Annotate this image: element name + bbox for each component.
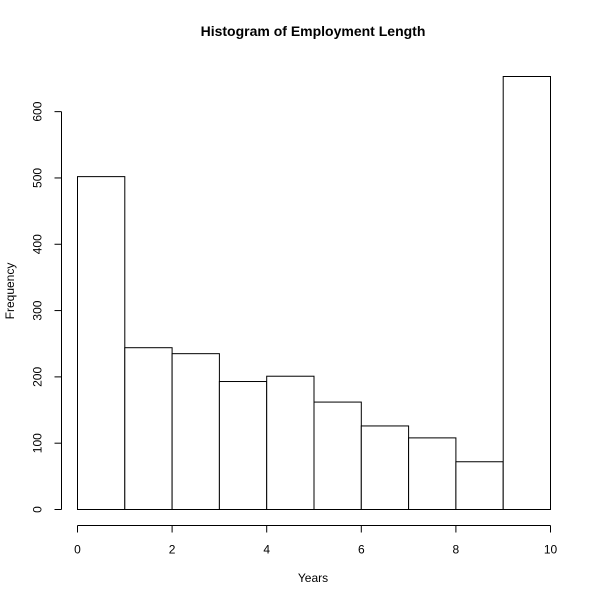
y-axis-label: Frequency bbox=[3, 263, 17, 320]
x-tick-label: 4 bbox=[263, 543, 270, 557]
histogram-bar bbox=[77, 176, 126, 510]
x-tick-label: 10 bbox=[544, 543, 558, 557]
x-tick-label: 2 bbox=[169, 543, 176, 557]
histogram-bar bbox=[218, 381, 268, 511]
y-tick-label: 600 bbox=[31, 101, 45, 121]
chart-title: Histogram of Employment Length bbox=[201, 23, 426, 39]
y-tick-label: 0 bbox=[31, 506, 45, 513]
histogram-bars bbox=[77, 76, 552, 511]
x-tick-label: 0 bbox=[74, 543, 81, 557]
histogram-bar bbox=[360, 425, 410, 510]
y-tick-label: 300 bbox=[31, 300, 45, 320]
y-tick-label: 500 bbox=[31, 168, 45, 188]
histogram-bar bbox=[124, 347, 173, 510]
histogram-bar bbox=[408, 437, 457, 511]
y-tick-label: 400 bbox=[31, 234, 45, 254]
x-axis-label: Years bbox=[298, 571, 328, 585]
x-tick-label: 8 bbox=[453, 543, 460, 557]
x-tick-label: 6 bbox=[358, 543, 365, 557]
histogram-bar bbox=[171, 353, 220, 510]
x-axis: 0 2 4 6 8 10 bbox=[74, 525, 558, 557]
y-axis: 0 100 200 300 400 500 600 bbox=[31, 101, 62, 513]
y-tick-label: 100 bbox=[31, 433, 45, 453]
histogram-bar bbox=[455, 461, 504, 510]
histogram-bar bbox=[266, 375, 315, 510]
y-tick-label: 200 bbox=[31, 367, 45, 387]
histogram-bar bbox=[502, 76, 552, 510]
histogram-bar bbox=[313, 401, 362, 510]
